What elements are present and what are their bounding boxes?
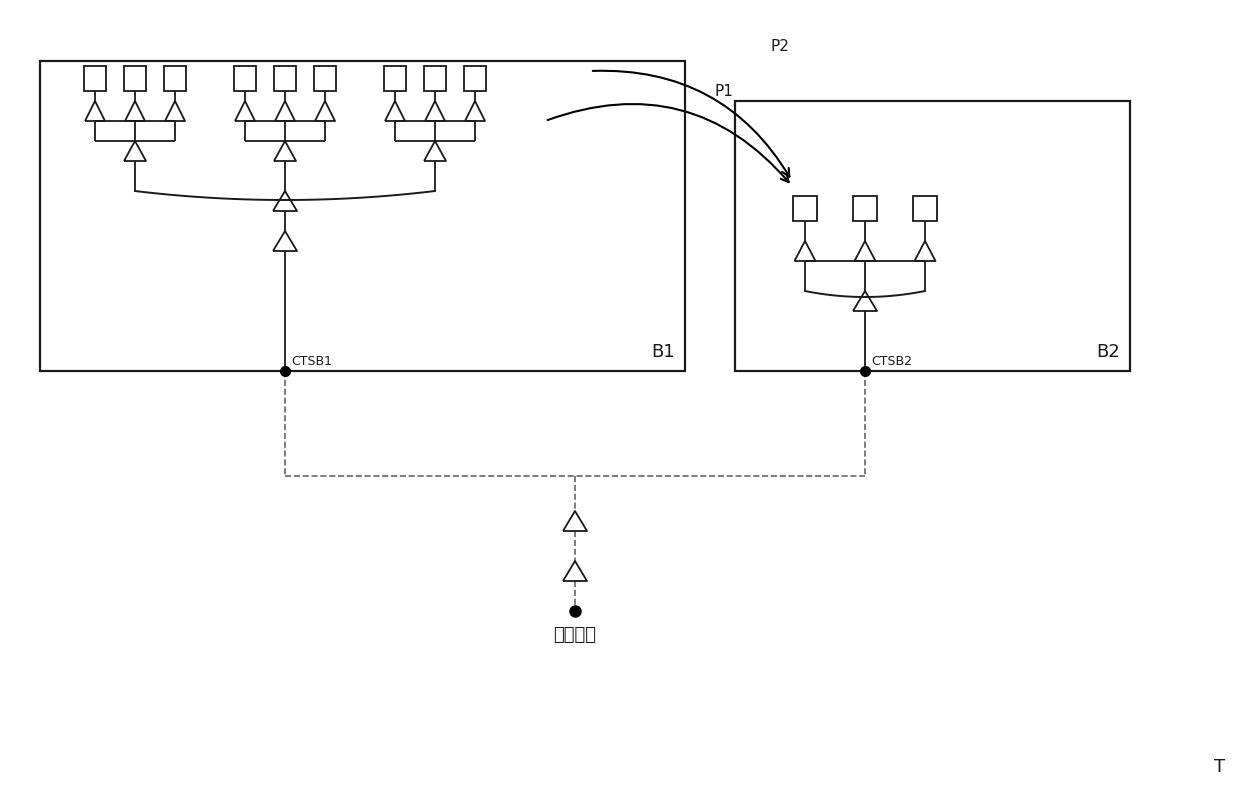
Bar [40, 61, 684, 371]
Bar [274, 66, 296, 91]
Bar [234, 66, 255, 91]
Bar [424, 66, 446, 91]
Bar [913, 196, 937, 221]
Bar [314, 66, 336, 91]
Bar [853, 196, 877, 221]
FancyArrowPatch shape [593, 71, 790, 177]
Bar [84, 66, 105, 91]
Bar [735, 101, 1130, 371]
Bar [124, 66, 146, 91]
Text: P1: P1 [715, 84, 734, 99]
Text: 时钒根部: 时钒根部 [553, 626, 596, 644]
Text: CTSB2: CTSB2 [870, 355, 911, 368]
Bar [164, 66, 186, 91]
Text: B2: B2 [1096, 343, 1120, 361]
FancyArrowPatch shape [548, 104, 789, 182]
Bar [794, 196, 817, 221]
Bar [464, 66, 486, 91]
Bar [384, 66, 405, 91]
Text: P2: P2 [770, 39, 789, 54]
Text: T: T [1214, 758, 1225, 776]
Text: CTSB1: CTSB1 [291, 355, 332, 368]
Text: B1: B1 [651, 343, 675, 361]
